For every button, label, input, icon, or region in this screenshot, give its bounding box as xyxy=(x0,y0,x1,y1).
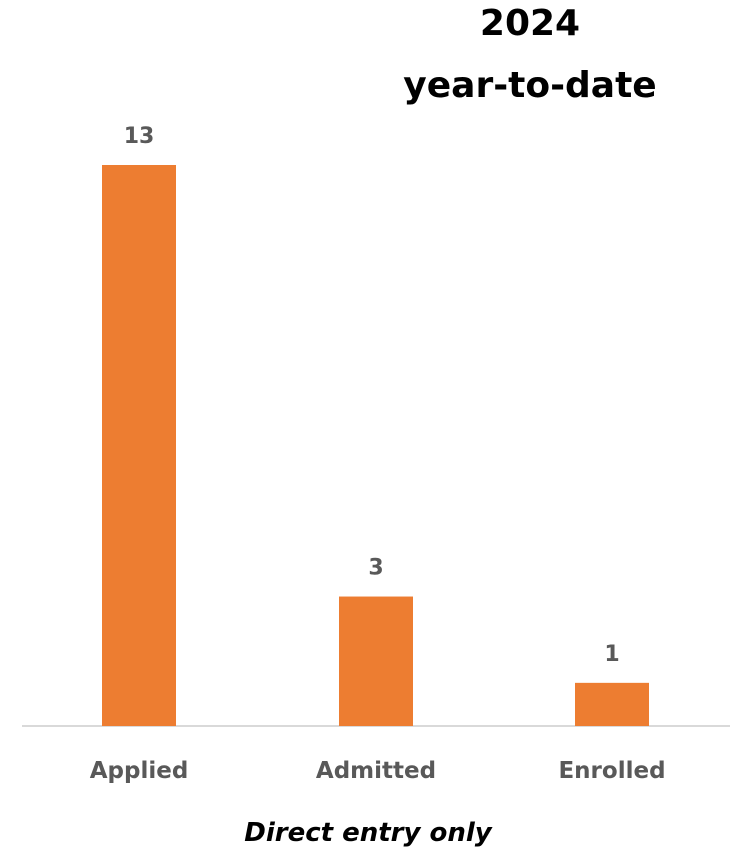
value-label-enrolled: 1 xyxy=(604,642,619,667)
value-label-admitted: 3 xyxy=(368,556,383,581)
category-label-applied: Applied xyxy=(90,758,189,784)
category-label-enrolled: Enrolled xyxy=(558,758,665,784)
bar-admitted xyxy=(339,596,413,726)
bar-enrolled xyxy=(575,682,649,726)
bars-group xyxy=(102,165,649,726)
value-labels-group: 13 3 1 xyxy=(124,124,620,667)
value-label-applied: 13 xyxy=(124,124,155,149)
chart-title-line-2: year-to-date xyxy=(403,65,657,106)
category-label-admitted: Admitted xyxy=(316,758,436,784)
footnote: Direct entry only xyxy=(244,818,492,848)
bar-applied xyxy=(102,165,176,726)
chart-title-line-1: 2024 xyxy=(479,3,581,44)
category-labels-group: Applied Admitted Enrolled xyxy=(90,758,666,784)
